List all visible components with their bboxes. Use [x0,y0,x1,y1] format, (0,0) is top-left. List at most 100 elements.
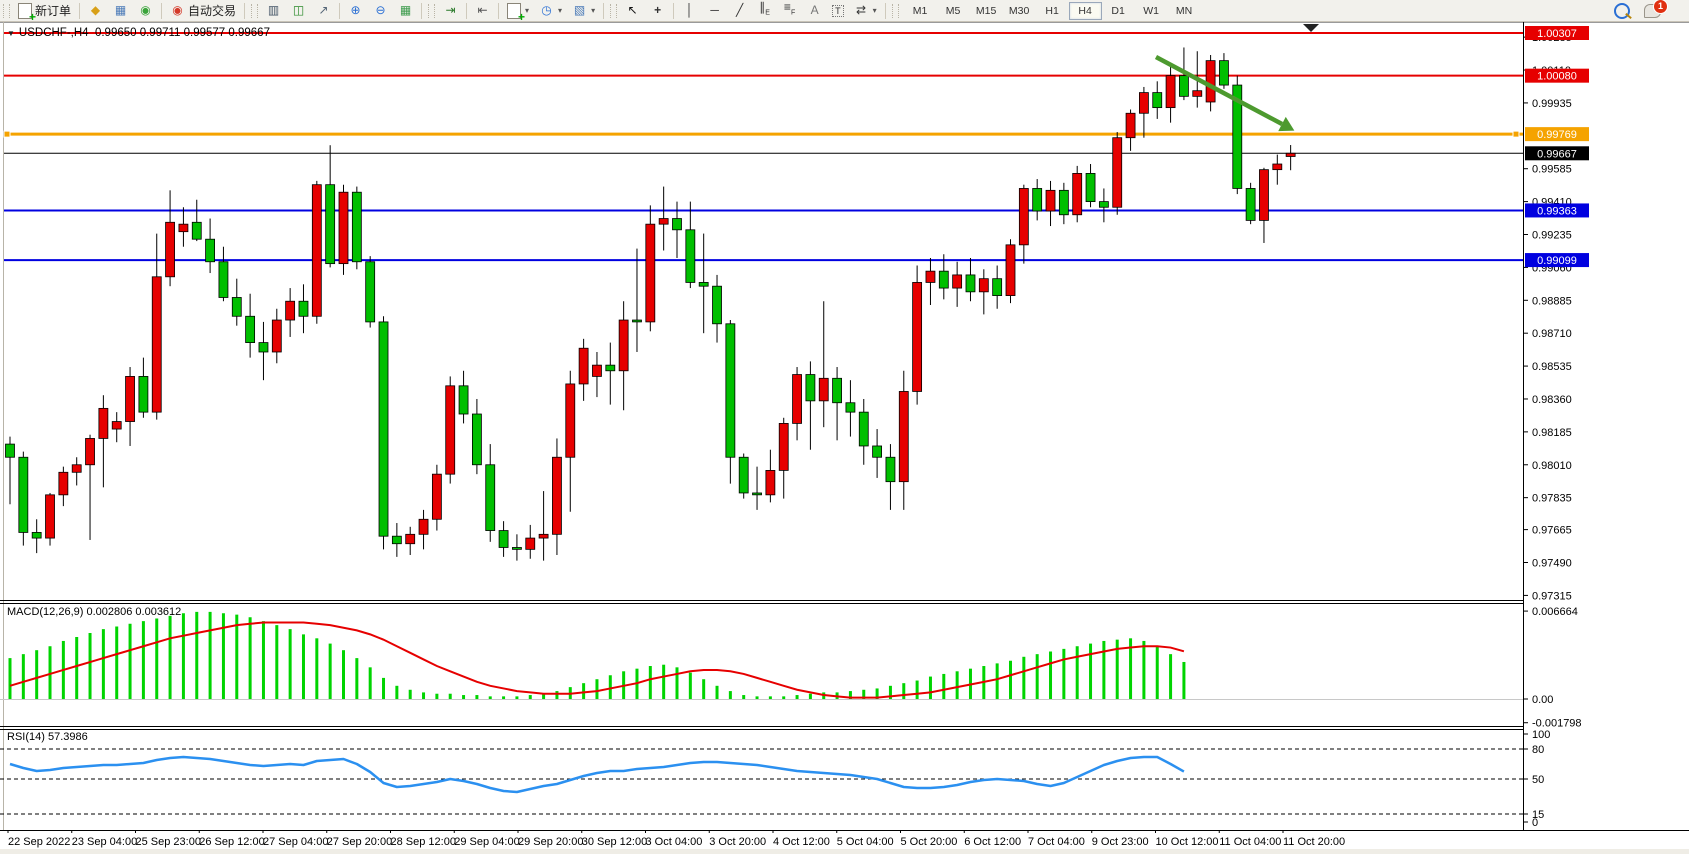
svg-text:28 Sep 12:00: 28 Sep 12:00 [391,836,456,848]
toolbar: + 新订单 ◆ ▦ ◉ ◉ 自动交易 ▥ ◫ ↗ ⊕ ⊖ ▦ ⇥ ⇤ + ▾ ◷ ▾… [0,0,1689,23]
signals-icon: ◉ [140,3,151,17]
svg-text:50: 50 [1532,774,1544,786]
svg-text:4 Oct 12:00: 4 Oct 12:00 [773,836,830,848]
svg-text:11 Oct 04:00: 11 Oct 04:00 [1219,836,1281,848]
svg-text:0.99235: 0.99235 [1532,230,1572,242]
timeframe-button-D1[interactable]: D1 [1111,4,1125,17]
auto-scroll-button[interactable]: ⇥ [438,0,463,21]
fibonacci-icon: ≡F [783,0,796,17]
svg-text:0.98710: 0.98710 [1532,328,1572,340]
svg-text:0.97315: 0.97315 [1532,590,1572,602]
search-icon[interactable] [1614,2,1630,19]
bar-chart-icon: ▥ [267,3,280,17]
new-order-icon: + [18,2,36,23]
annotations-layer[interactable] [1154,24,1319,132]
rsi-pane: 100 80 50 150 [0,729,1550,829]
timeframe-button-M5[interactable]: M5 [945,4,961,17]
text-label-icon: T [832,4,844,17]
auto-scroll-icon: ⇥ [445,3,456,17]
horizontal-line-button[interactable]: ─ [702,0,727,21]
mql5-community-button[interactable]: ▦ [108,0,133,21]
quotes-icon: ◆ [90,3,101,17]
timeframe-button-MN[interactable]: MN [1175,4,1193,17]
svg-text:0.99585: 0.99585 [1532,164,1572,176]
svg-text:7 Oct 04:00: 7 Oct 04:00 [1028,836,1085,848]
chart-title-ohlc: 0.99650 0.99711 0.99577 0.99667 [94,27,270,39]
svg-text:0.98010: 0.98010 [1532,460,1572,472]
auto-trading-label: 自动交易 [188,4,237,18]
svg-text:27 Sep 20:00: 27 Sep 20:00 [327,836,392,848]
trend-arrow-head [1278,116,1295,132]
notifications-icon[interactable]: 1 [1644,0,1668,18]
one-click-trading-arrow-icon[interactable]: ▼ [7,29,15,38]
svg-text:29 Sep 20:00: 29 Sep 20:00 [518,836,583,848]
bar-chart-button[interactable]: ▥ [261,0,286,21]
svg-text:0.97490: 0.97490 [1532,558,1572,570]
crosshair-button[interactable]: + [645,0,670,21]
candlestick-chart-button[interactable]: ◫ [286,0,311,21]
mql5-icon: ▦ [114,3,127,17]
template-icon: ▧ [573,3,586,17]
indicators-button[interactable]: + ▾ [502,0,534,23]
svg-text:1.00080: 1.00080 [1537,71,1577,83]
svg-text:10 Oct 12:00: 10 Oct 12:00 [1156,836,1219,848]
timeframe-button-M30[interactable]: M30 [1008,4,1030,17]
candles-layer [5,47,1296,561]
svg-text:0.99667: 0.99667 [1537,148,1577,160]
text-icon: A [810,3,819,17]
text-button[interactable]: A [802,0,827,21]
trend-arrow [1154,55,1284,126]
templates-button[interactable]: ▧ ▾ [573,3,596,17]
equidistant-channel-button[interactable]: ∥E [752,0,777,21]
periodicity-button[interactable]: ◷ ▾ [534,0,567,21]
timeframe-group: M1 M5 M15 M30 H1 H4 D1 W1 MN [904,1,1201,20]
new-order-button[interactable]: + 新订单 [13,0,76,23]
arrows-button[interactable]: ⇄ ▾ [849,0,882,21]
line-chart-button[interactable]: ↗ [311,0,336,21]
rsi-label: RSI(14) 57.3986 [7,731,88,743]
svg-text:25 Sep 23:00: 25 Sep 23:00 [136,836,201,848]
tile-windows-button[interactable]: ▦ [393,0,418,21]
zoom-in-button[interactable]: ⊕ [343,0,368,21]
vertical-line-icon: │ [685,3,694,17]
fibonacci-button[interactable]: ≡F [777,0,802,21]
toolbar-grip [3,3,10,18]
svg-text:22 Sep 2022: 22 Sep 2022 [8,836,70,848]
timeframe-button-H1[interactable]: H1 [1045,4,1059,17]
zoom-out-button[interactable]: ⊖ [368,0,393,21]
svg-text:5 Oct 04:00: 5 Oct 04:00 [837,836,894,848]
horizontal-line-icon: ─ [710,3,719,17]
svg-text:6 Oct 12:00: 6 Oct 12:00 [964,836,1021,848]
price-axis[interactable]: 1.002851.001100.999350.995850.994100.992… [1523,26,1589,602]
signals-button[interactable]: ◉ [133,0,158,21]
auto-trading-button[interactable]: ◉ 自动交易 [165,0,241,21]
horizontal-level-lines[interactable] [3,32,1523,262]
timeframe-button-M15[interactable]: M15 [975,4,997,17]
svg-text:-0.001798: -0.001798 [1532,718,1582,730]
svg-text:0.006664: 0.006664 [1532,606,1578,618]
cursor-button[interactable]: ↖ [620,0,645,21]
zoom-out-icon: ⊖ [375,3,386,17]
svg-text:0.00: 0.00 [1532,694,1553,706]
chart-frame [0,22,1689,854]
trendline-button[interactable]: ╱ [727,0,752,21]
svg-text:0.99769: 0.99769 [1537,129,1577,141]
timeframe-button-H4[interactable]: H4 [1068,1,1102,20]
svg-text:26 Sep 12:00: 26 Sep 12:00 [199,836,264,848]
quotes-button[interactable]: ◆ [83,0,108,21]
crosshair-icon: + [654,3,662,17]
svg-text:5 Oct 20:00: 5 Oct 20:00 [901,836,958,848]
vertical-line-button[interactable]: │ [677,0,702,21]
timeframe-button-M1[interactable]: M1 [912,4,928,17]
indicators-icon: + [507,2,525,23]
svg-text:0.98185: 0.98185 [1532,427,1572,439]
timeframe-button-W1[interactable]: W1 [1143,4,1159,17]
text-label-button[interactable]: T [827,0,849,21]
macd-label: MACD(12,26,9) 0.002806 0.003612 [7,606,182,618]
auto-trading-icon: ◉ [172,3,183,17]
chart-shift-button[interactable]: ⇤ [470,0,495,21]
channel-icon: ∥E [759,0,770,17]
